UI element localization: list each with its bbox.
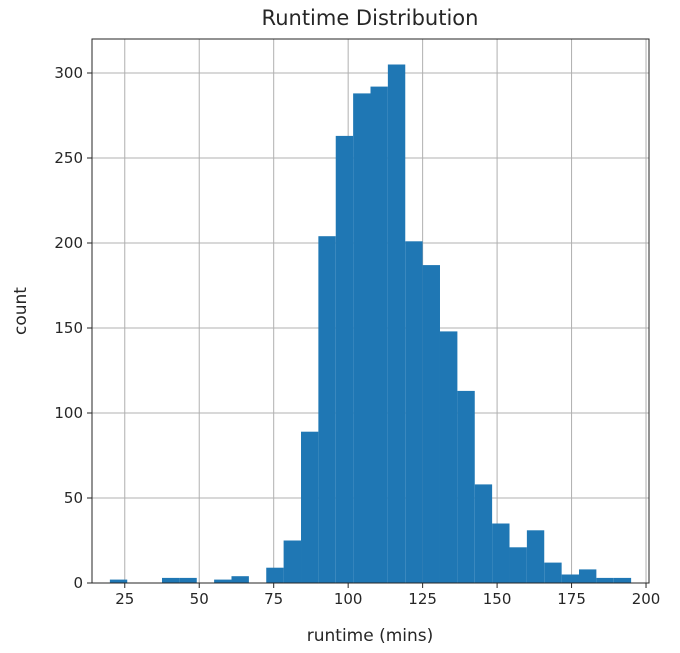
histogram-bar	[370, 86, 388, 583]
histogram-bar	[492, 523, 510, 583]
histogram-bar	[266, 567, 284, 583]
y-axis-title: count	[11, 287, 31, 335]
histogram-bar	[509, 547, 527, 583]
histogram-bar	[579, 569, 597, 583]
x-tick-label: 200	[632, 590, 661, 608]
histogram-bar	[544, 562, 562, 583]
histogram-bar	[439, 331, 458, 583]
histogram-bar	[596, 577, 614, 583]
x-tick-label: 25	[115, 590, 134, 608]
histogram-bar	[474, 484, 493, 583]
histogram-bar	[161, 577, 180, 583]
histogram-bar	[457, 390, 475, 583]
histogram-bar	[405, 241, 423, 584]
x-axis-title: runtime (mins)	[307, 626, 434, 646]
x-tick-label: 50	[190, 590, 209, 608]
x-tick-label: 125	[408, 590, 437, 608]
histogram-bar	[422, 265, 440, 583]
histogram-bar	[613, 577, 632, 583]
axis-ticks: 25 50 75 100 125 150 175 200 0 50 100 150 200 250 300	[54, 64, 660, 608]
y-tick-label: 50	[64, 489, 83, 507]
histogram-bar	[526, 530, 545, 583]
y-tick-label: 150	[54, 319, 83, 337]
histogram-bar	[353, 93, 371, 584]
histogram-bars	[109, 64, 632, 584]
histogram-bar	[301, 431, 319, 583]
y-tick-label: 100	[54, 404, 83, 422]
x-tick-label: 100	[334, 590, 363, 608]
histogram-bar	[179, 577, 197, 583]
histogram-bar	[214, 579, 232, 583]
histogram-bar	[561, 574, 580, 583]
histogram-bar	[387, 64, 406, 583]
histogram-bar	[335, 135, 354, 583]
chart-title: Runtime Distribution	[262, 6, 479, 30]
x-tick-label: 150	[483, 590, 512, 608]
x-tick-label: 175	[557, 590, 586, 608]
histogram-bar	[318, 236, 336, 583]
histogram-bar	[283, 540, 302, 583]
y-tick-label: 300	[54, 64, 83, 82]
histogram-bar	[231, 576, 249, 583]
y-tick-label: 0	[73, 574, 83, 592]
y-tick-label: 250	[54, 149, 83, 167]
plot-frame	[91, 38, 650, 584]
x-tick-label: 75	[264, 590, 283, 608]
y-tick-label: 200	[54, 234, 83, 252]
histogram-bar	[109, 579, 128, 583]
